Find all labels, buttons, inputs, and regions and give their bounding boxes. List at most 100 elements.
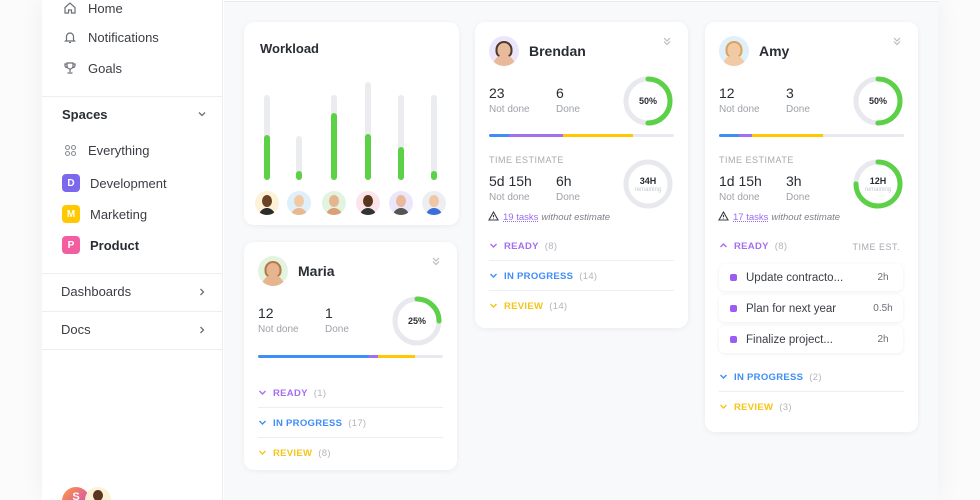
sidebar-item-notifications[interactable]: Notifications xyxy=(62,29,159,45)
group-label: REVIEW xyxy=(273,448,313,459)
task-row[interactable]: Plan for next year 0.5h xyxy=(719,295,903,322)
group-review[interactable]: REVIEW (3) xyxy=(719,402,792,413)
chevron-right-icon[interactable] xyxy=(196,323,208,341)
group-count: (8) xyxy=(774,241,788,252)
person-name: Amy xyxy=(759,43,790,59)
group-review[interactable]: REVIEW (8) xyxy=(258,448,331,459)
bell-icon xyxy=(62,29,78,45)
avatar-body xyxy=(326,208,342,215)
spaces-header[interactable]: Spaces xyxy=(62,107,108,122)
time-remaining-label: remaining xyxy=(864,186,892,193)
chevron-up-icon xyxy=(719,241,728,252)
status-segment xyxy=(378,355,416,358)
collapse-icon[interactable] xyxy=(662,36,672,46)
avatar xyxy=(719,36,749,66)
avatar-body xyxy=(393,208,409,215)
sidebar-item-dashboards[interactable]: Dashboards xyxy=(61,284,131,299)
avatar-face xyxy=(266,263,280,277)
group-ready[interactable]: READY (8) xyxy=(719,241,787,252)
group-count: (17) xyxy=(348,418,367,429)
workload-avatar[interactable] xyxy=(422,191,446,215)
collapse-icon[interactable] xyxy=(431,256,441,266)
sidebar-item-label: Docs xyxy=(61,322,91,337)
avatar-body xyxy=(360,208,376,215)
divider xyxy=(42,349,223,350)
group-label: READY xyxy=(504,241,539,252)
avatar xyxy=(489,36,519,66)
group-review[interactable]: REVIEW (14) xyxy=(489,301,567,312)
sidebar-item-docs[interactable]: Docs xyxy=(61,322,91,337)
workload-avatar[interactable] xyxy=(255,191,279,215)
estimate-warning: 17 tasks without estimate xyxy=(718,210,840,224)
chevron-down-icon xyxy=(719,402,728,413)
tasks-without-estimate-link[interactable]: 17 tasks xyxy=(733,212,769,223)
avatar-body xyxy=(493,55,515,66)
group-label: REVIEW xyxy=(734,402,774,413)
space-badge: M xyxy=(62,205,80,223)
estimate-warning: 19 tasks without estimate xyxy=(488,210,610,224)
divider xyxy=(258,437,443,438)
trophy-icon xyxy=(62,60,78,76)
sidebar-item-home[interactable]: Home xyxy=(62,0,123,16)
status-segment xyxy=(562,134,634,137)
status-segment xyxy=(719,134,740,137)
progress-label: 50% xyxy=(638,96,657,106)
progress-label: 50% xyxy=(868,96,887,106)
tasks-without-estimate-link[interactable]: 19 tasks xyxy=(503,212,539,223)
avatar-face xyxy=(727,43,741,57)
person-header: Maria xyxy=(258,256,335,286)
sidebar-item-everything[interactable]: Everything xyxy=(62,142,149,158)
chevron-down-icon[interactable] xyxy=(196,107,208,125)
sidebar-item-development[interactable]: D Development xyxy=(62,174,167,192)
progress-ring: 50% xyxy=(622,75,674,127)
divider xyxy=(489,290,674,291)
group-in-progress[interactable]: IN PROGRESS (14) xyxy=(489,271,597,282)
sidebar-item-goals[interactable]: Goals xyxy=(62,60,122,76)
status-segment xyxy=(509,134,563,137)
workload-avatar[interactable] xyxy=(389,191,413,215)
group-label: READY xyxy=(273,388,308,399)
workload-load-bar xyxy=(365,133,371,180)
space-badge: D xyxy=(62,174,80,192)
workload-load-bar xyxy=(264,134,270,180)
time-estimate-label: TIME ESTIMATE xyxy=(719,155,794,165)
workload-capacity-bar xyxy=(398,94,404,180)
status-bar xyxy=(719,134,904,137)
workload-load-bar xyxy=(431,170,437,180)
time-done: 3h Done xyxy=(786,173,810,203)
sidebar-item-product[interactable]: P Product xyxy=(62,236,139,254)
chevron-down-icon xyxy=(489,271,498,282)
time-ring: 34H remaining xyxy=(622,158,674,210)
group-ready[interactable]: READY (1) xyxy=(258,388,326,399)
chevron-down-icon xyxy=(258,388,267,399)
sidebar-item-label: Notifications xyxy=(88,29,159,45)
time-est-column-header: TIME EST. xyxy=(852,242,900,252)
task-estimate: 0.5h xyxy=(873,303,893,314)
person-name: Brendan xyxy=(529,43,586,59)
workload-avatar[interactable] xyxy=(322,191,346,215)
group-in-progress[interactable]: IN PROGRESS (17) xyxy=(258,418,366,429)
user-avatar-workspace[interactable]: S xyxy=(62,487,90,500)
status-segment xyxy=(369,355,379,358)
group-count: (14) xyxy=(549,301,568,312)
user-avatar[interactable] xyxy=(85,487,111,500)
workload-avatar[interactable] xyxy=(356,191,380,215)
chevron-right-icon[interactable] xyxy=(196,285,208,303)
task-row[interactable]: Finalize project... 2h xyxy=(719,326,903,353)
task-row[interactable]: Update contracto... 2h xyxy=(719,264,903,291)
collapse-icon[interactable] xyxy=(892,36,902,46)
person-header: Amy xyxy=(719,36,789,66)
chevron-down-icon xyxy=(489,241,498,252)
sidebar-item-marketing[interactable]: M Marketing xyxy=(62,205,147,223)
group-ready[interactable]: READY (8) xyxy=(489,241,557,252)
divider xyxy=(42,96,223,97)
status-bar xyxy=(489,134,674,137)
stat-not-done: 12 Not done xyxy=(258,305,299,335)
stat-not-done: 12 Not done xyxy=(719,85,760,115)
avatar-face xyxy=(294,195,304,207)
sidebar-item-label: Product xyxy=(90,237,140,253)
workload-capacity-bar xyxy=(296,135,302,180)
group-in-progress[interactable]: IN PROGRESS (2) xyxy=(719,372,822,383)
workload-avatar[interactable] xyxy=(287,191,311,215)
time-not-done: 5d 15h Not done xyxy=(489,173,532,203)
